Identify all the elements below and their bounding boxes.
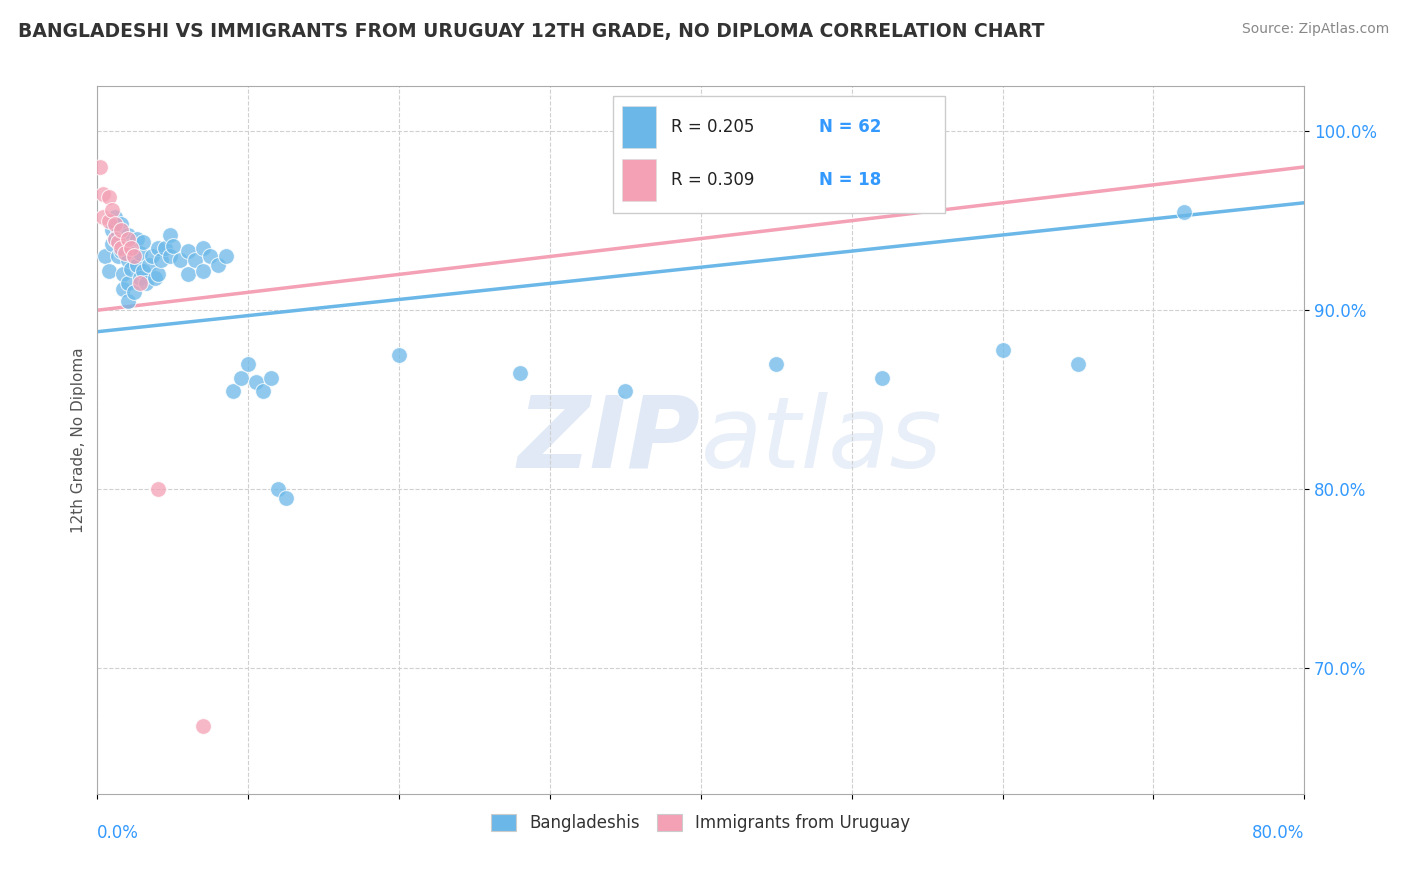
Point [146,268,169,282]
Text: N = 62: N = 62 [820,118,882,136]
Point [117,253,139,268]
Point [159,250,181,264]
Point [245,375,267,389]
Legend: Bangladeshis, Immigrants from Uruguay: Bangladeshis, Immigrants from Uruguay [485,807,917,838]
Point [222,384,245,398]
Point [122,250,145,264]
Point [191,719,214,733]
Point [125,231,148,245]
Point [260,371,283,385]
Point [104,217,127,231]
Point [125,259,148,273]
Point [94,250,117,264]
Point [229,371,252,385]
Point [214,250,236,264]
Point [169,253,191,268]
Text: ZIP: ZIP [517,392,700,489]
Point [238,357,260,371]
Point [509,366,531,380]
Point [111,268,134,282]
Point [122,250,145,264]
Point [104,231,127,245]
Point [146,241,169,255]
Point [101,202,124,217]
Point [191,264,214,278]
Point [159,227,181,242]
Text: Source: ZipAtlas.com: Source: ZipAtlas.com [1241,22,1389,37]
Point [122,285,145,300]
Point [200,250,222,264]
Text: N = 18: N = 18 [820,171,882,189]
Text: BANGLADESHI VS IMMIGRANTS FROM URUGUAY 12TH GRADE, NO DIPLOMA CORRELATION CHART: BANGLADESHI VS IMMIGRANTS FROM URUGUAY 1… [18,22,1045,41]
Point [131,235,153,249]
Text: R = 0.205: R = 0.205 [671,118,754,136]
Point [149,253,172,268]
Point [107,250,129,264]
Point [138,259,160,273]
Point [104,231,127,245]
Point [111,282,134,296]
Point [120,239,142,253]
Point [120,241,142,255]
Point [207,259,229,273]
Point [98,190,121,204]
Point [101,236,124,251]
Point [128,246,150,260]
Point [117,231,139,245]
Point [184,253,207,268]
Point [991,343,1014,357]
Point [89,160,111,174]
Point [98,213,121,227]
Point [870,371,893,385]
Text: R = 0.309: R = 0.309 [671,171,754,189]
Point [101,222,124,236]
Point [128,271,150,285]
Point [141,250,163,264]
Point [191,241,214,255]
Point [765,357,787,371]
Point [155,241,177,255]
Point [93,210,115,224]
Point [114,246,136,260]
Point [128,277,150,291]
FancyBboxPatch shape [613,95,945,213]
Y-axis label: 12th Grade, No Diploma: 12th Grade, No Diploma [72,347,86,533]
FancyBboxPatch shape [623,106,657,148]
Point [117,227,139,242]
Point [131,264,153,278]
Point [146,483,169,497]
Point [110,217,132,231]
Point [143,271,166,285]
Point [117,294,139,309]
Point [107,235,129,249]
Text: 80.0%: 80.0% [1251,824,1305,842]
Point [98,264,121,278]
Point [135,277,157,291]
Point [1067,357,1090,371]
Point [614,384,637,398]
Point [267,483,290,497]
Point [104,210,127,224]
Point [110,222,132,236]
Text: 0.0%: 0.0% [97,824,139,842]
Point [162,239,184,253]
Point [110,244,132,259]
FancyBboxPatch shape [623,159,657,202]
Point [177,244,200,259]
Point [177,268,200,282]
Point [252,384,274,398]
Point [110,241,132,255]
Point [388,348,411,362]
Text: atlas: atlas [700,392,942,489]
Point [93,186,115,201]
Point [117,277,139,291]
Point [1173,204,1195,219]
Point [120,262,142,277]
Point [274,491,297,506]
Point [107,226,129,240]
